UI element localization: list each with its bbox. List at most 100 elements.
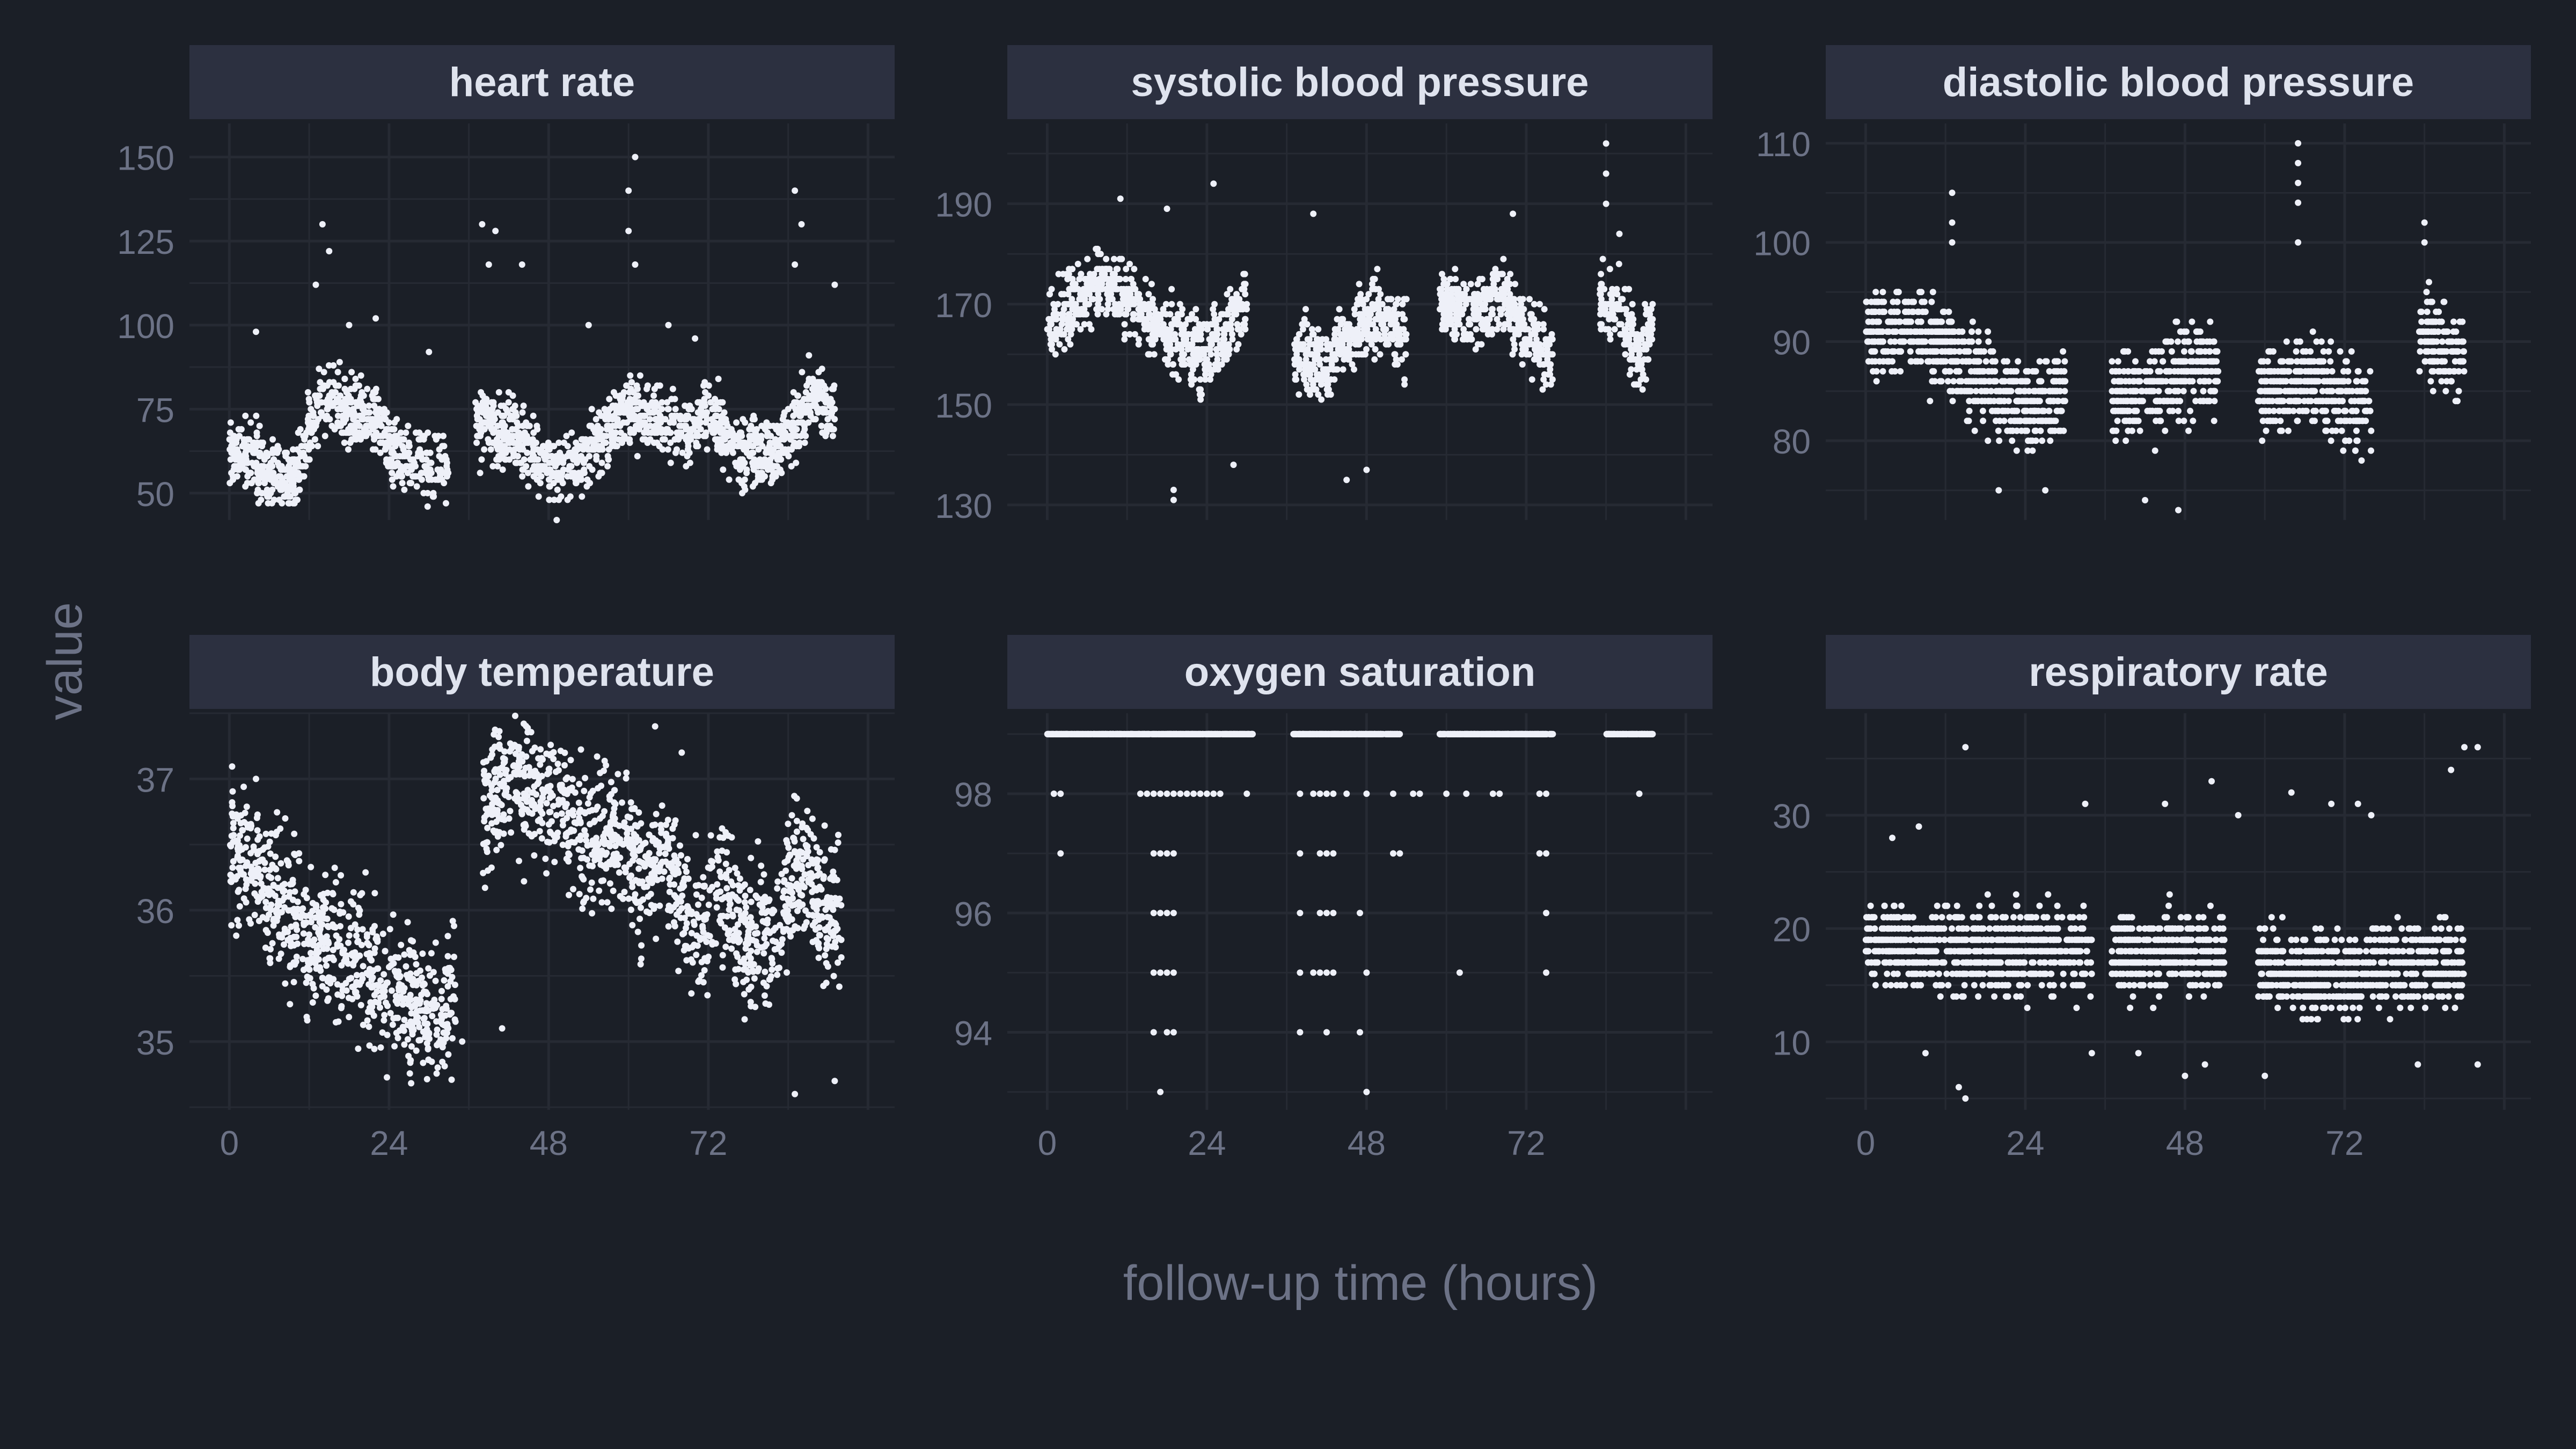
data-point <box>408 466 415 473</box>
data-point <box>2343 387 2350 394</box>
data-point <box>2180 387 2187 394</box>
data-point <box>1129 286 1136 292</box>
data-point <box>294 446 301 453</box>
data-point <box>1969 318 1976 325</box>
data-point <box>412 473 419 480</box>
data-point <box>1167 351 1174 358</box>
data-point <box>2305 368 2312 375</box>
data-point <box>2024 378 2031 385</box>
data-point <box>1869 338 1876 345</box>
data-point <box>1309 361 1316 368</box>
data-point <box>586 453 592 459</box>
data-point <box>500 402 507 409</box>
data-point <box>619 396 626 402</box>
data-point <box>283 449 290 456</box>
data-point <box>1374 266 1381 273</box>
data-point <box>2018 398 2025 405</box>
data-point <box>1370 276 1377 282</box>
data-point <box>490 429 497 436</box>
data-point <box>416 429 423 436</box>
data-point <box>2299 407 2306 414</box>
data-point <box>1403 296 1410 303</box>
data-point <box>2258 358 2265 365</box>
data-point <box>1377 351 1384 358</box>
data-point <box>1966 407 1973 414</box>
data-point <box>2353 427 2360 434</box>
data-point <box>389 463 396 470</box>
data-point <box>1907 328 1914 335</box>
data-point <box>2014 427 2021 434</box>
data-point <box>1103 266 1110 273</box>
data-point <box>1343 477 1350 484</box>
data-point <box>1503 281 1510 288</box>
data-point <box>531 456 538 463</box>
data-point <box>1879 338 1886 345</box>
data-point <box>270 480 277 487</box>
data-point <box>1511 296 1518 303</box>
data-point <box>2034 398 2041 405</box>
data-point <box>1532 321 1539 328</box>
data-point <box>1330 366 1337 373</box>
data-point <box>1865 318 1872 325</box>
data-point <box>376 406 383 413</box>
data-point <box>1202 366 1209 373</box>
data-point <box>314 392 321 399</box>
data-point <box>495 389 502 396</box>
data-point <box>2348 398 2355 405</box>
data-point <box>2340 447 2347 454</box>
data-point <box>1937 358 1944 365</box>
data-point <box>640 399 647 406</box>
data-point <box>803 382 810 389</box>
data-point <box>334 412 341 419</box>
data-point <box>1336 306 1343 313</box>
data-point <box>1338 316 1345 323</box>
data-point <box>253 328 259 335</box>
data-point <box>715 376 722 382</box>
data-point <box>2125 368 2132 375</box>
data-point <box>1170 486 1177 493</box>
data-point <box>1519 361 1526 368</box>
data-point <box>1978 398 1985 405</box>
data-point <box>1363 346 1370 353</box>
y-tick-label: 100 <box>1753 224 1811 263</box>
data-point <box>408 480 415 487</box>
data-point <box>2348 348 2355 355</box>
data-point <box>1467 281 1474 288</box>
data-point <box>2317 398 2324 405</box>
data-point <box>1121 336 1128 343</box>
data-point <box>2155 387 2162 394</box>
data-point <box>1968 328 1975 335</box>
data-point <box>2039 437 2046 444</box>
data-point <box>2277 358 2284 365</box>
data-point <box>2178 378 2185 385</box>
data-point <box>473 440 480 446</box>
data-point <box>1095 301 1102 308</box>
data-point <box>2123 437 2129 444</box>
data-point <box>265 500 272 507</box>
data-point <box>1517 296 1524 303</box>
data-point <box>828 412 835 419</box>
data-point <box>1358 351 1365 358</box>
data-point <box>336 358 343 365</box>
data-point <box>326 248 333 254</box>
data-point <box>634 385 641 392</box>
facet-title: systolic blood pressure <box>1131 60 1589 105</box>
data-point <box>749 436 755 443</box>
data-point <box>478 429 485 436</box>
data-point <box>560 456 567 463</box>
data-point <box>558 476 565 483</box>
data-point <box>1605 326 1612 333</box>
data-point <box>1084 255 1091 262</box>
data-point <box>1973 348 1980 355</box>
data-point <box>1390 316 1397 323</box>
data-point <box>385 443 392 450</box>
data-point <box>2352 447 2359 454</box>
data-point <box>1468 296 1475 303</box>
data-point <box>1131 266 1138 273</box>
data-point <box>2129 398 2136 405</box>
data-point <box>1992 358 1999 365</box>
data-point <box>1598 270 1605 277</box>
data-point <box>1356 281 1363 288</box>
data-point <box>247 419 254 426</box>
